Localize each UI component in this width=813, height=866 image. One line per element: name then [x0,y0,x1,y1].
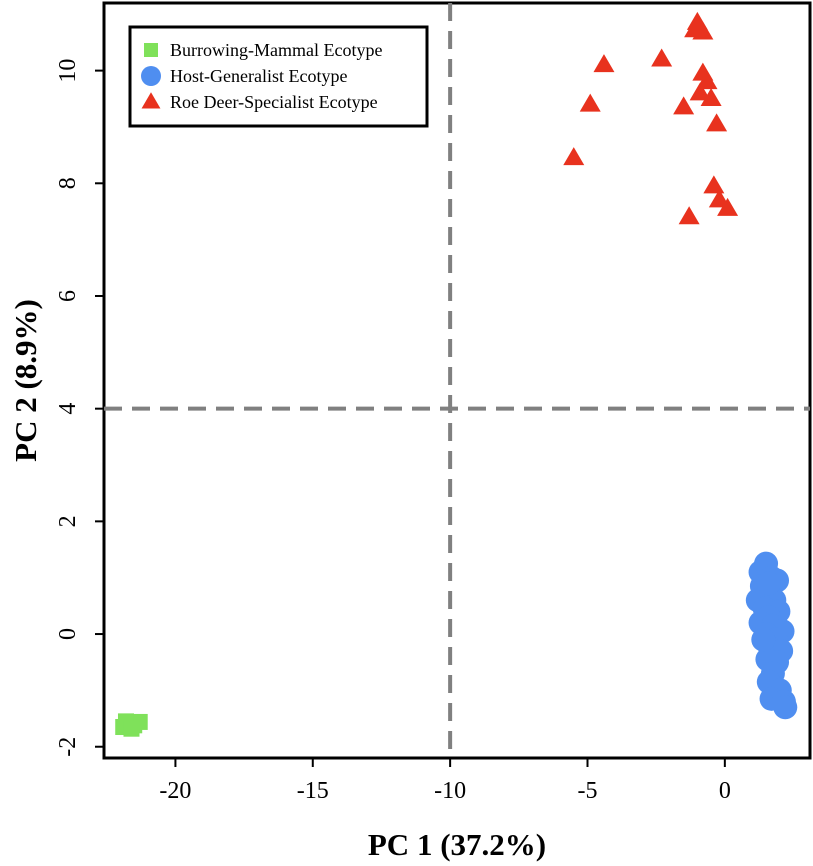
triangle-point [579,93,601,112]
reference-lines [104,3,810,758]
x-tick-label: -10 [434,778,466,804]
square-point [123,720,140,737]
x-axis: -20 -15 -10 -5 0 [159,758,731,804]
x-tick-label: -15 [297,778,329,804]
triangle-point [563,147,585,166]
legend-label: Host-Generalist Ecotype [170,66,347,86]
triangle-point [593,54,615,73]
triangle-point [696,71,718,90]
x-axis-title: PC 1 (37.2%) [368,827,546,862]
series-triangle [563,11,739,225]
legend: Burrowing-Mammal Ecotype Host-Generalist … [128,25,429,128]
triangle-point [717,197,739,216]
triangle-point [700,87,722,106]
circle-point [751,627,776,652]
y-tick-label: 10 [55,59,81,83]
triangle-point [689,82,711,101]
x-tick-label: -20 [159,778,191,804]
triangle-point [703,175,725,194]
circle-point [773,695,798,720]
legend-triangle-swatch [141,92,161,109]
triangle-point [692,21,714,40]
legend-square-swatch [144,43,158,57]
triangle-point [708,189,730,208]
y-tick-label: 8 [55,177,81,189]
y-tick-label: -2 [55,737,81,757]
triangle-point [673,96,695,115]
triangle-point [651,48,673,67]
legend-label: Roe Deer-Specialist Ecotype [170,92,378,112]
plot-area [102,1,812,760]
legend-box [128,25,429,128]
series-circle [745,551,798,720]
y-axis: -2 0 2 4 6 8 10 [55,59,104,757]
data-points [115,11,798,737]
y-axis-title: PC 2 (8.9%) [8,299,43,462]
legend-circle-swatch [141,66,161,86]
series-square [115,713,148,737]
triangle-point [706,113,728,132]
legend-label: Burrowing-Mammal Ecotype [170,40,382,60]
triangle-point [678,206,700,225]
y-tick-label: 2 [55,515,81,527]
y-tick-label: 0 [55,628,81,640]
y-tick-label: 4 [55,403,81,415]
x-tick-label: 0 [719,778,731,804]
circle-point [756,571,781,596]
y-tick-label: 6 [55,290,81,302]
x-tick-label: -5 [577,778,597,804]
plot-frame [102,1,812,760]
